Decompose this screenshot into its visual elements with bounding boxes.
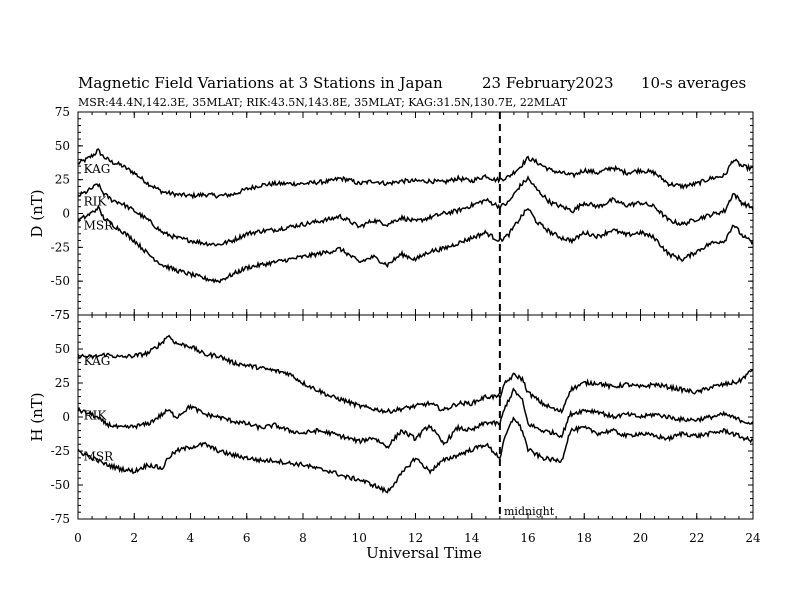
series-label-msr: MSR <box>84 449 115 463</box>
y-tick-label: -50 <box>51 478 70 492</box>
series-line-msr <box>77 204 754 284</box>
x-tick-label: 24 <box>745 531 761 545</box>
x-tick-label: 12 <box>408 531 423 545</box>
y-tick-label: 75 <box>55 308 70 322</box>
x-tick-label: 8 <box>299 531 307 545</box>
y-tick-label: 50 <box>55 139 70 153</box>
x-tick-label: 10 <box>352 531 367 545</box>
x-tick-label: 0 <box>74 531 82 545</box>
y-tick-label: -25 <box>51 444 70 458</box>
y-axis-label: H (nT) <box>28 392 46 441</box>
y-tick-label: 50 <box>55 342 70 356</box>
panel-frame <box>77 111 754 316</box>
y-tick-label: -25 <box>51 240 70 254</box>
y-tick-label: -75 <box>51 512 70 526</box>
x-axis-label: Universal Time <box>366 544 482 562</box>
panel-d: 75 50 25 0 -25 -50 -75 D (nT) KAG RIK MSR <box>28 105 754 322</box>
panel-h: 75 50 25 0 -25 -50 -75 H (nT) KAG RIK MSR <box>28 308 754 526</box>
series-line-rik <box>77 387 754 449</box>
series-label-kag: KAG <box>84 354 111 368</box>
series-label-msr: MSR <box>84 219 115 233</box>
x-tick-label: 2 <box>130 531 138 545</box>
chart-averaging: 10-s averages <box>641 74 746 92</box>
x-tick-label: 4 <box>187 531 195 545</box>
y-axis-label: D (nT) <box>28 189 46 237</box>
series-line-rik <box>77 175 754 247</box>
y-tick-label: 25 <box>55 173 70 187</box>
x-tick-label: 14 <box>464 531 480 545</box>
x-tick-label: 6 <box>243 531 251 545</box>
series-label-rik: RIK <box>84 194 108 208</box>
chart-title: Magnetic Field Variations at 3 Stations … <box>78 74 443 92</box>
series-line-msr <box>77 416 754 494</box>
y-tick-label: 0 <box>62 207 70 221</box>
x-tick-label: 16 <box>520 531 535 545</box>
y-tick-label: 25 <box>55 376 70 390</box>
chart-subtitle: MSR:44.4N,142.3E, 35MLAT; RIK:43.5N,143.… <box>78 96 568 109</box>
y-tick-label: -50 <box>51 274 70 288</box>
y-tick-label: -75 <box>51 308 70 322</box>
series-line-kag <box>77 148 754 200</box>
x-tick-label: 18 <box>577 531 592 545</box>
series-label-rik: RIK <box>84 409 108 423</box>
x-tick-label: 20 <box>633 531 648 545</box>
y-tick-label: 75 <box>55 105 70 119</box>
chart-date: 23 February2023 <box>482 74 614 92</box>
x-axis: 0 2 4 6 8 10 12 14 16 18 20 22 24 <box>74 531 761 545</box>
y-tick-label: 0 <box>62 410 70 424</box>
series-label-kag: KAG <box>84 162 111 176</box>
x-tick-label: 22 <box>689 531 704 545</box>
midnight-label: midnight <box>504 505 555 518</box>
series-line-kag <box>77 334 754 415</box>
